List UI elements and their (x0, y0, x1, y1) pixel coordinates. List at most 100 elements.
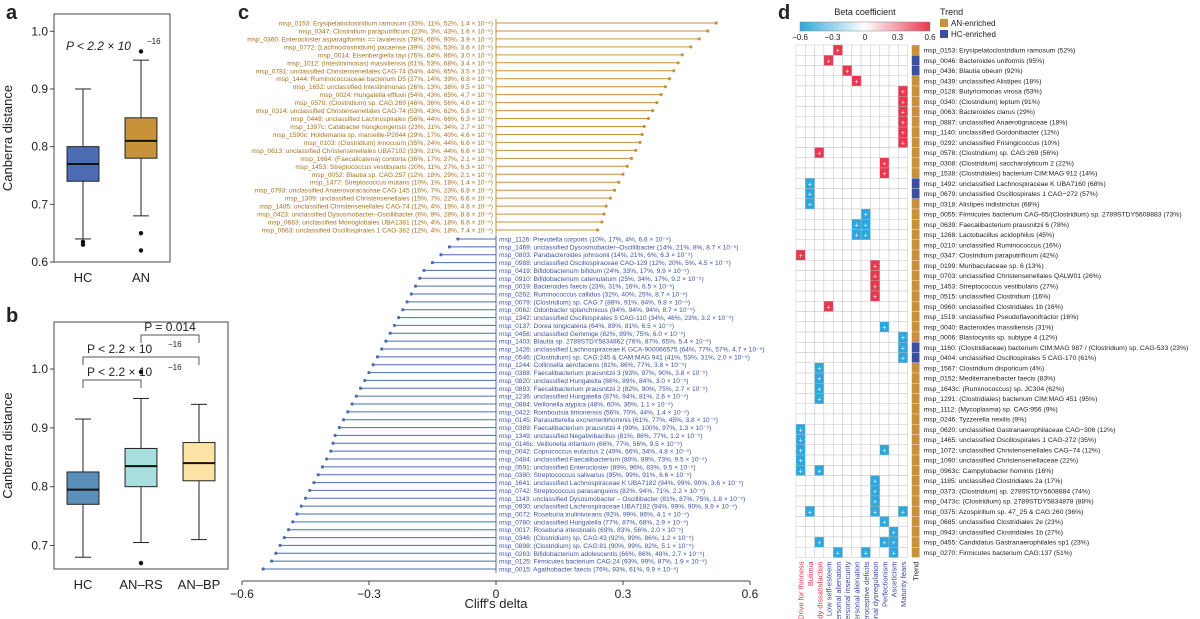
significance-mark: + (901, 120, 905, 127)
heatmap-cell (898, 75, 908, 87)
panel-a-frame (53, 13, 171, 263)
heatmap-cell (851, 96, 862, 107)
heatmap-significant-cell (888, 547, 899, 558)
an-taxon-label: msp_0781: unclassified Christensenellale… (256, 68, 493, 75)
significance-mark: + (873, 479, 877, 486)
significance-mark: + (799, 468, 803, 475)
heatmap-cell (888, 372, 899, 384)
heatmap-cell (898, 475, 908, 486)
heatmap-cell (842, 526, 853, 538)
heatmap-significant-cell (870, 506, 880, 517)
heatmap-cell (888, 229, 899, 240)
heatmap-row-label: msp_0639: Faecalibacterium prausnitzii 6… (924, 222, 1069, 229)
heatmap-cell (860, 280, 871, 292)
heatmap-row-label: msp_0006: Blastocystis sp. subtype 4 (12… (924, 335, 1058, 342)
heatmap-cell (879, 454, 890, 466)
heatmap-cell (795, 198, 806, 210)
lollipop-point (282, 535, 286, 540)
heatmap-row-label: msp_0679: unclassified Oscillospirales 1… (924, 191, 1098, 198)
heatmap-cell (888, 321, 899, 333)
heatmap-cell (870, 188, 880, 199)
heatmap-cell (805, 434, 815, 445)
heatmap-column-label: Perfectionism (880, 562, 889, 607)
heatmap-row-label: msp_0515: unclassified Clostridium (16%) (924, 294, 1051, 301)
heatmap-cell (823, 75, 834, 87)
heatmap-cell (870, 167, 880, 179)
an-taxon-label: msp_0314: unclassified Christensenellale… (256, 108, 493, 115)
heatmap-cell (898, 260, 908, 271)
heatmap-significant-cell (879, 321, 890, 333)
lollipop-point (291, 520, 295, 524)
heatmap-cell (898, 188, 908, 199)
heatmap-cell (823, 96, 834, 107)
heatmap-row-label: msp_0439: unclassified Alistipes (18%) (924, 78, 1042, 85)
heatmap-cell (888, 260, 899, 271)
heatmap-significant-cell (898, 137, 908, 148)
lollipop-point (667, 77, 672, 81)
heatmap-cell (851, 106, 862, 117)
heatmap-cell (870, 372, 880, 384)
heatmap-cell (805, 157, 815, 169)
heatmap-cell (833, 178, 843, 189)
heatmap-cell (805, 424, 815, 435)
heatmap-row-label: msp_0055: Firmicutes bacterium CAG-65/(C… (924, 212, 1182, 219)
lollipop-point (325, 457, 329, 461)
heatmap-cell (898, 280, 908, 292)
outlier-point (138, 560, 144, 566)
heatmap-cell (842, 362, 853, 374)
trend-cell (911, 506, 920, 517)
heatmap-row-label: msp_0943: unclassified Clostridiales 1b … (924, 529, 1063, 536)
heatmap-cell (814, 331, 825, 343)
heatmap-cell (898, 55, 908, 66)
heatmap-cell (851, 311, 862, 322)
comparison-label: P = 0.014 (144, 320, 196, 334)
trend-cell (911, 547, 920, 558)
heatmap-cell (898, 547, 908, 558)
lollipop-point (418, 276, 422, 280)
heatmap-cell (879, 331, 890, 343)
heatmap-cell (805, 383, 815, 394)
heatmap-cell (833, 434, 843, 445)
significance-mark: + (827, 304, 831, 311)
heatmap-cell (823, 434, 834, 445)
lollipop-point (422, 268, 426, 273)
heatmap-cell (870, 526, 880, 538)
heatmap-cell (823, 198, 834, 210)
heatmap-cell (879, 239, 890, 251)
heatmap-cell (814, 454, 825, 466)
heatmap-row-label: msp_0436: Blautia obeum (92%) (924, 68, 1023, 75)
heatmap-cell (795, 219, 806, 230)
heatmap-cell (795, 362, 806, 374)
trend-cell (911, 372, 920, 384)
heatmap-cell (870, 516, 880, 527)
heatmap-cell (888, 403, 899, 415)
heatmap-cell (842, 106, 853, 117)
heatmap-cell (795, 321, 806, 333)
heatmap-cell (860, 290, 871, 302)
heatmap-cell (870, 137, 880, 148)
heatmap-row-label: msp_0063: Bacteroides clarus (29%) (924, 109, 1035, 116)
heatmap-row-label: msp_1112: (Mycoplasma) sp. CAG:956 (9%) (924, 406, 1058, 413)
hc-taxon-label: msp_0019: Bacteroides faecis (23%, 31%, … (499, 284, 674, 291)
heatmap-cell (814, 475, 825, 486)
an-taxon-label: msp_0024: Hungatella effluvii (54%, 43%,… (320, 92, 493, 99)
heatmap-cell (823, 137, 834, 148)
heatmap-cell (833, 96, 843, 107)
significance-mark: + (901, 140, 905, 147)
heatmap-row-label: msp_1160: (Clostridiaceae) bacterium CIM… (924, 345, 1189, 352)
heatmap-cell (851, 188, 862, 199)
outlier-point (138, 248, 144, 253)
heatmap-column-label: Body dissatisfaction (815, 562, 824, 619)
heatmap-cell (814, 352, 825, 363)
heatmap-cell (888, 55, 899, 66)
an-taxon-label: msp_1652: unclassified Intestinimonas (2… (293, 84, 493, 91)
heatmap-cell (870, 352, 880, 363)
heatmap-cell (879, 147, 890, 158)
heatmap-cell (851, 55, 862, 66)
an-taxon-label: msp_0448: unclassified Lachnospirales (5… (291, 116, 493, 123)
x-tick-label: HC (74, 270, 93, 285)
heatmap-cell (851, 536, 862, 548)
lollipop-point (706, 29, 710, 33)
heatmap-column-label: Low self-esteem (825, 562, 834, 617)
trend-cell (911, 383, 920, 394)
